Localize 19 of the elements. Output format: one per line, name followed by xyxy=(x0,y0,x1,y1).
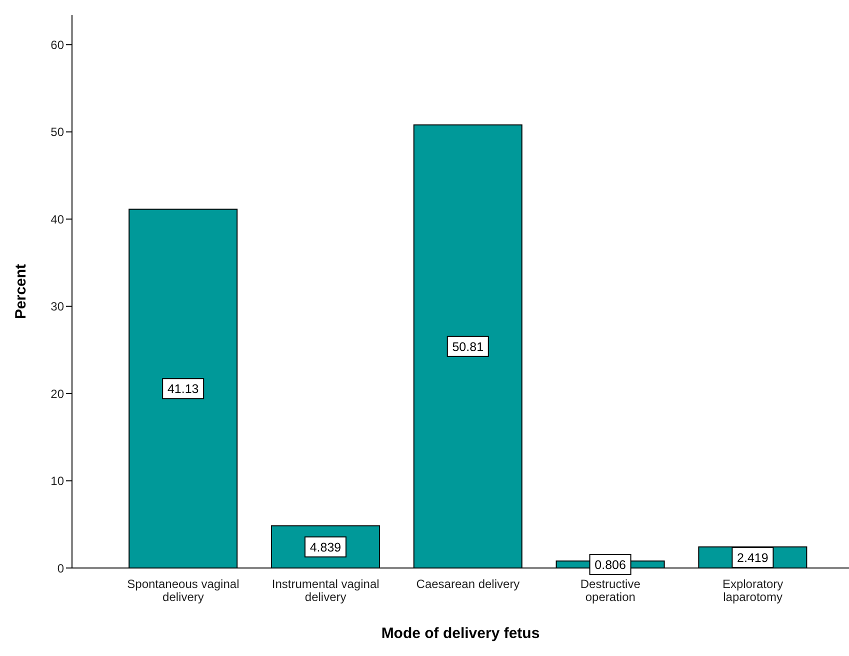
data-label: 4.839 xyxy=(310,540,342,554)
x-tick-label: Exploratory laparotomy xyxy=(722,577,784,604)
data-label: 50.81 xyxy=(452,340,484,354)
x-tick-label: Caesarean delivery xyxy=(416,577,520,591)
y-tick-label: 50 xyxy=(50,125,64,140)
x-axis-title: Mode of delivery fetus xyxy=(381,625,540,642)
y-tick-label: 40 xyxy=(50,212,64,226)
y-tick-label: 60 xyxy=(50,38,64,52)
y-axis-title: Percent xyxy=(12,264,30,320)
data-label: 0.806 xyxy=(594,558,626,572)
data-label: 2.419 xyxy=(737,550,768,565)
y-tick-label: 30 xyxy=(50,300,64,314)
x-tick-label: Spontaneous vaginal delivery xyxy=(127,577,240,604)
y-tick-label: 0 xyxy=(57,561,64,576)
y-tick-label: 20 xyxy=(50,386,64,401)
data-label: 41.13 xyxy=(167,382,199,396)
x-tick-label: Destructive operation xyxy=(580,577,641,604)
y-tick-label: 10 xyxy=(50,474,64,488)
x-tick-label: Instrumental vaginal delivery xyxy=(272,577,380,604)
